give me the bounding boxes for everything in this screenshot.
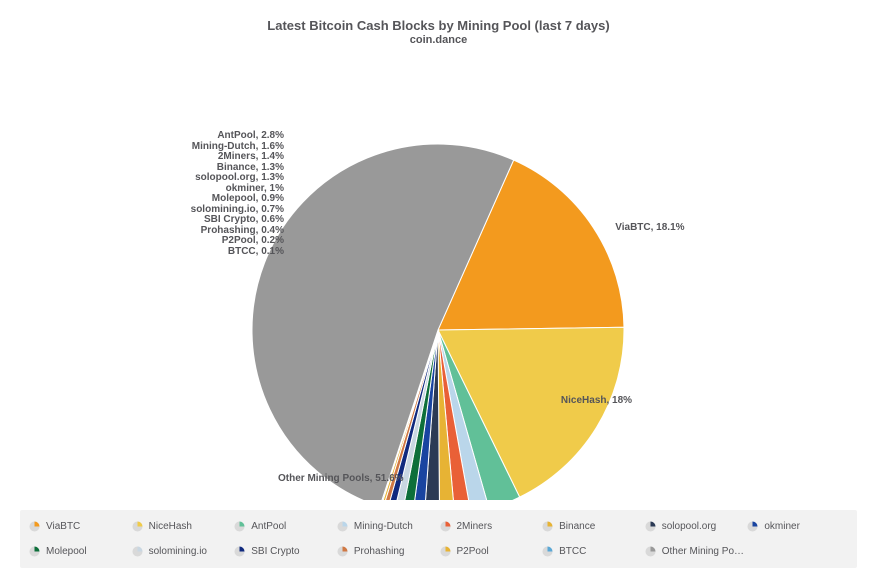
legend-item-okminer[interactable]: okminer: [746, 520, 849, 533]
legend-item-prohashing[interactable]: Prohashing: [336, 545, 439, 558]
slice-label-other: Other Mining Pools, 51.6%: [278, 473, 404, 484]
pie-icon: [439, 520, 452, 533]
slice-label-okminer: okminer, 1%: [226, 183, 284, 194]
legend-item-antpool[interactable]: AntPool: [233, 520, 336, 533]
pie-svg: [0, 50, 877, 500]
slice-label-viabtc: ViaBTC, 18.1%: [615, 222, 684, 233]
legend-item-molepool[interactable]: Molepool: [28, 545, 131, 558]
pie-icon: [233, 520, 246, 533]
pie-icon: [233, 545, 246, 558]
legend-item-label: 2Miners: [457, 521, 493, 532]
legend-item-label: solomining.io: [149, 546, 207, 557]
slice-label-molepool: Molepool, 0.9%: [212, 193, 284, 204]
slice-label-sbi-crypto: SBI Crypto, 0.6%: [204, 214, 284, 225]
chart-subtitle: coin.dance: [0, 34, 877, 46]
pie-icon: [541, 545, 554, 558]
legend-item-p2pool[interactable]: P2Pool: [439, 545, 542, 558]
legend-item-label: Other Mining Pools: [662, 546, 747, 557]
legend-item-binance[interactable]: Binance: [541, 520, 644, 533]
pie-icon: [541, 520, 554, 533]
slice-label-mining-dutch: Mining-Dutch, 1.6%: [192, 141, 284, 152]
chart-container: Latest Bitcoin Cash Blocks by Mining Poo…: [0, 0, 877, 585]
pie-icon: [644, 545, 657, 558]
pie-icon: [28, 520, 41, 533]
slice-label-solomining-io: solomining.io, 0.7%: [191, 204, 284, 215]
slice-label-btcc: BTCC, 0.1%: [228, 246, 284, 257]
legend-item-label: Prohashing: [354, 546, 405, 557]
legend-item-label: ViaBTC: [46, 521, 80, 532]
legend-item-label: okminer: [764, 521, 800, 532]
pie-icon: [131, 545, 144, 558]
legend-item-solomining-io[interactable]: solomining.io: [131, 545, 234, 558]
legend-item-label: P2Pool: [457, 546, 489, 557]
legend-item-sbi-crypto[interactable]: SBI Crypto: [233, 545, 336, 558]
slice-label-solopool-org: solopool.org, 1.3%: [195, 172, 284, 183]
legend-item-nicehash[interactable]: NiceHash: [131, 520, 234, 533]
pie-area: ViaBTC, 18.1%NiceHash, 18%AntPool, 2.8%M…: [0, 50, 877, 500]
slice-label-antpool: AntPool, 2.8%: [217, 130, 284, 141]
slice-label-2miners: 2Miners, 1.4%: [218, 151, 284, 162]
slice-label-p2pool: P2Pool, 0.2%: [222, 235, 284, 246]
legend-item-label: BTCC: [559, 546, 586, 557]
legend-item-label: NiceHash: [149, 521, 192, 532]
legend-item-label: Binance: [559, 521, 595, 532]
chart-title: Latest Bitcoin Cash Blocks by Mining Poo…: [0, 18, 877, 33]
pie-icon: [131, 520, 144, 533]
pie-icon: [336, 545, 349, 558]
slice-label-binance: Binance, 1.3%: [217, 162, 284, 173]
legend-item-label: solopool.org: [662, 521, 716, 532]
legend-item-btcc[interactable]: BTCC: [541, 545, 644, 558]
pie-icon: [439, 545, 452, 558]
legend-item-label: AntPool: [251, 521, 286, 532]
legend-item-2miners[interactable]: 2Miners: [439, 520, 542, 533]
pie-icon: [336, 520, 349, 533]
pie-icon: [746, 520, 759, 533]
legend-item-viabtc[interactable]: ViaBTC: [28, 520, 131, 533]
legend-item-label: SBI Crypto: [251, 546, 299, 557]
slice-label-nicehash: NiceHash, 18%: [536, 395, 656, 406]
slice-label-prohashing: Prohashing, 0.4%: [201, 225, 284, 236]
pie-icon: [28, 545, 41, 558]
legend-item-label: Molepool: [46, 546, 87, 557]
legend-item-mining-dutch[interactable]: Mining-Dutch: [336, 520, 439, 533]
pie-icon: [644, 520, 657, 533]
legend-item-label: Mining-Dutch: [354, 521, 413, 532]
legend-item-other-mining-pools[interactable]: Other Mining Pools: [644, 545, 747, 558]
legend: ViaBTC NiceHash AntPool Mining-Dutch 2Miners…: [20, 510, 857, 568]
legend-item-solopool-org[interactable]: solopool.org: [644, 520, 747, 533]
